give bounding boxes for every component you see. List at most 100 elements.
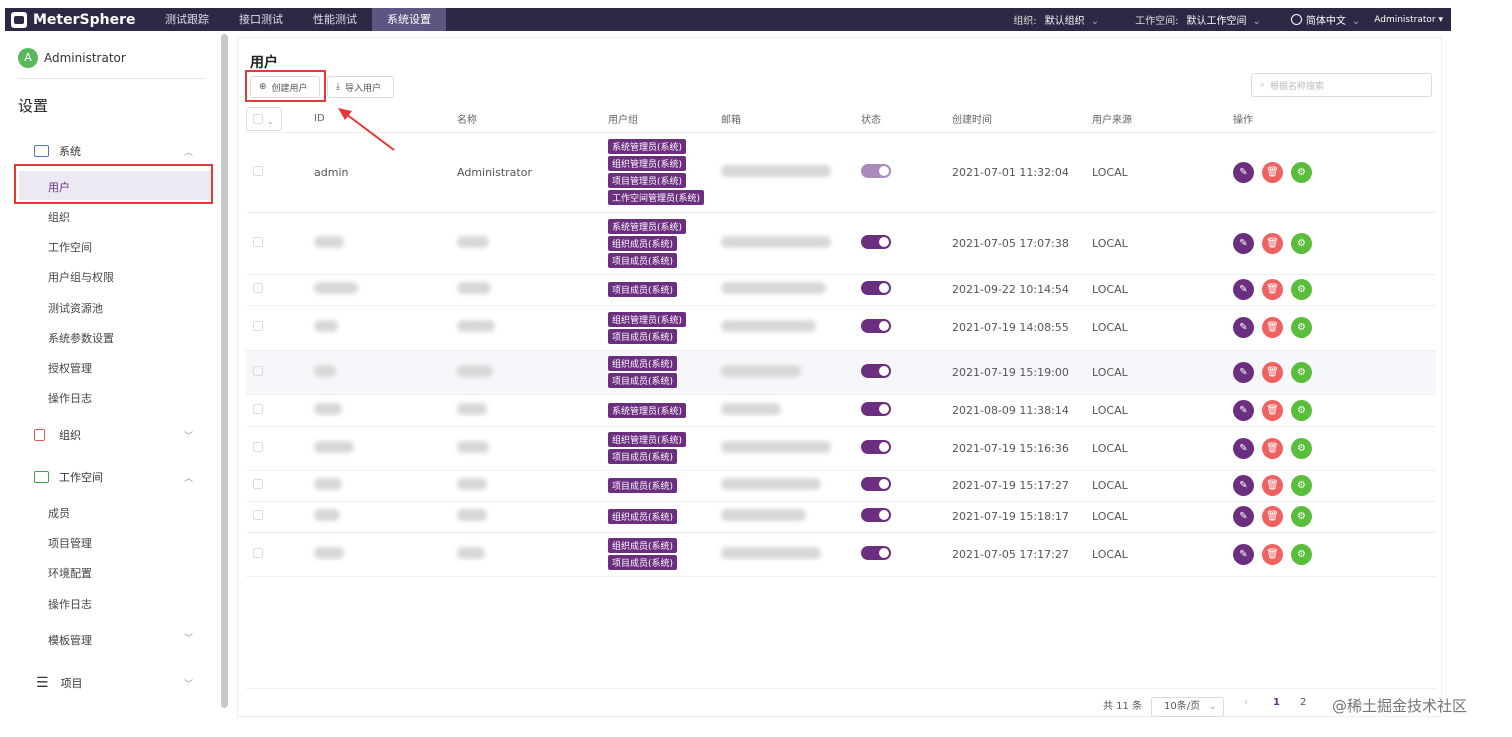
workspace-select[interactable]: 默认工作空间 ⌄ xyxy=(1186,12,1260,27)
avatar: A xyxy=(18,48,38,68)
menu-group-workspace[interactable]: 工作空间 ︿ xyxy=(34,469,193,485)
gear-icon[interactable]: ⚙ xyxy=(1291,543,1312,565)
col-created[interactable]: 创建时间 xyxy=(952,106,1092,133)
group-tag: 组织管理员(系统) xyxy=(608,156,687,171)
nav-system-settings[interactable]: 系统设置 xyxy=(372,8,446,31)
row-checkbox[interactable] xyxy=(253,441,263,452)
page-size-select[interactable]: 10条/页 ⌄ xyxy=(1151,697,1224,717)
status-toggle[interactable] xyxy=(861,439,891,454)
language-select[interactable]: 简体中文 ⌄ xyxy=(1290,12,1360,27)
sidebar-item-system-params[interactable]: 系统参数设置 xyxy=(48,332,114,345)
edit-icon[interactable]: ✎ xyxy=(1233,161,1254,183)
edit-icon[interactable]: ✎ xyxy=(1233,506,1254,527)
row-checkbox[interactable] xyxy=(253,403,263,414)
delete-icon[interactable]: 🗑 xyxy=(1262,161,1283,183)
menu-group-system[interactable]: 系统 ︿ xyxy=(34,143,193,159)
sidebar-scrollbar[interactable] xyxy=(221,34,228,708)
col-email[interactable]: 邮箱 xyxy=(721,106,861,133)
prev-page-button[interactable]: ‹ xyxy=(1244,697,1248,708)
edit-icon[interactable]: ✎ xyxy=(1233,279,1254,300)
col-id[interactable]: ID xyxy=(314,106,457,133)
col-name[interactable]: 名称 xyxy=(457,106,608,133)
edit-icon[interactable]: ✎ xyxy=(1233,475,1254,496)
cell-user-groups: 组织成员(系统) 项目成员(系统) xyxy=(608,350,721,395)
row-checkbox[interactable] xyxy=(253,547,263,558)
delete-icon[interactable]: 🗑 xyxy=(1262,437,1283,459)
org-select[interactable]: 默认组织 ⌄ xyxy=(1045,12,1099,27)
create-user-button[interactable]: ⊕ 创建用户 xyxy=(250,76,320,98)
row-checkbox[interactable] xyxy=(253,479,263,489)
col-user-group[interactable]: 用户组 xyxy=(608,106,721,133)
status-toggle[interactable] xyxy=(861,319,891,333)
gear-icon[interactable]: ⚙ xyxy=(1291,279,1312,300)
sidebar-item-members[interactable]: 成员 xyxy=(48,507,70,520)
status-toggle[interactable] xyxy=(861,401,891,416)
delete-icon[interactable]: 🗑 xyxy=(1262,279,1283,300)
user-menu[interactable]: Administrator ▾ xyxy=(1374,15,1443,25)
nav-api-test[interactable]: 接口测试 xyxy=(239,13,283,26)
edit-icon[interactable]: ✎ xyxy=(1233,232,1254,254)
sidebar-item-project-management[interactable]: 项目管理 xyxy=(48,537,92,550)
delete-icon[interactable]: 🗑 xyxy=(1262,361,1283,383)
gear-icon[interactable]: ⚙ xyxy=(1291,161,1312,183)
page-1[interactable]: 1 xyxy=(1273,697,1280,708)
menu-group-organization[interactable]: 组织 ﹀ xyxy=(34,427,193,443)
row-checkbox[interactable] xyxy=(253,510,263,520)
sidebar-item-ws-operation-log[interactable]: 操作日志 xyxy=(48,598,92,611)
edit-icon[interactable]: ✎ xyxy=(1233,317,1254,338)
edit-icon[interactable]: ✎ xyxy=(1233,399,1254,421)
delete-icon[interactable]: 🗑 xyxy=(1262,317,1283,338)
logo[interactable]: MeterSphere xyxy=(5,11,150,28)
delete-icon[interactable]: 🗑 xyxy=(1262,232,1283,254)
workspace-value: 默认工作空间 xyxy=(1186,16,1247,27)
row-checkbox[interactable] xyxy=(253,165,263,176)
status-toggle[interactable] xyxy=(861,234,891,249)
col-status[interactable]: 状态 xyxy=(861,106,952,133)
table-row: 组织管理员(系统) 项目成员(系统) 2021-07-19 14:08:55 LOCA… xyxy=(246,305,1436,351)
gear-icon[interactable]: ⚙ xyxy=(1291,361,1312,383)
sidebar-item-user-group[interactable]: 用户组与权限 xyxy=(48,271,114,284)
sidebar-item-resource-pool[interactable]: 测试资源池 xyxy=(48,302,103,315)
row-checkbox[interactable] xyxy=(253,283,263,293)
page-2[interactable]: 2 xyxy=(1300,697,1307,708)
col-source[interactable]: 用户来源 xyxy=(1092,106,1233,133)
row-checkbox[interactable] xyxy=(253,365,263,376)
delete-icon[interactable]: 🗑 xyxy=(1262,506,1283,527)
gear-icon[interactable]: ⚙ xyxy=(1291,437,1312,459)
delete-icon[interactable]: 🗑 xyxy=(1262,543,1283,565)
row-checkbox[interactable] xyxy=(253,321,263,331)
status-toggle[interactable] xyxy=(861,281,891,295)
status-toggle[interactable] xyxy=(861,477,891,491)
select-all-checkbox[interactable]: ⌄ xyxy=(246,106,282,131)
import-user-button[interactable]: ⤓ 导入用户 xyxy=(327,76,394,98)
sidebar-item-environment[interactable]: 环境配置 xyxy=(48,567,92,580)
gear-icon[interactable]: ⚙ xyxy=(1291,399,1312,421)
cell-source: LOCAL xyxy=(1092,394,1233,427)
sidebar-item-user[interactable]: 用户 xyxy=(48,181,70,194)
delete-icon[interactable]: 🗑 xyxy=(1262,399,1283,421)
edit-icon[interactable]: ✎ xyxy=(1233,437,1254,459)
menu-group-project[interactable]: ☰ 项目 ﹀ xyxy=(34,675,193,691)
gear-icon[interactable]: ⚙ xyxy=(1291,232,1312,254)
sidebar-item-template[interactable]: 模板管理 xyxy=(48,632,92,648)
redacted-email xyxy=(721,546,821,559)
status-toggle[interactable] xyxy=(861,508,891,522)
sidebar-item-organization[interactable]: 组织 xyxy=(48,211,70,224)
sidebar-item-license[interactable]: 授权管理 xyxy=(48,362,92,375)
group-tag: 系统管理员(系统) xyxy=(608,402,687,418)
delete-icon[interactable]: 🗑 xyxy=(1262,475,1283,496)
search-input[interactable]: ⌕ 根据名称搜索 xyxy=(1251,73,1432,97)
status-toggle[interactable] xyxy=(861,545,891,560)
cell-id xyxy=(314,274,457,306)
nav-test-track[interactable]: 测试跟踪 xyxy=(165,13,209,26)
nav-performance-test[interactable]: 性能测试 xyxy=(313,13,357,26)
row-checkbox[interactable] xyxy=(253,236,263,247)
gear-icon[interactable]: ⚙ xyxy=(1291,317,1312,338)
gear-icon[interactable]: ⚙ xyxy=(1291,475,1312,496)
gear-icon[interactable]: ⚙ xyxy=(1291,506,1312,527)
status-toggle[interactable] xyxy=(861,363,891,378)
sidebar-item-workspace[interactable]: 工作空间 xyxy=(48,241,92,254)
edit-icon[interactable]: ✎ xyxy=(1233,361,1254,383)
edit-icon[interactable]: ✎ xyxy=(1233,543,1254,565)
sidebar-item-operation-log[interactable]: 操作日志 xyxy=(48,392,92,405)
